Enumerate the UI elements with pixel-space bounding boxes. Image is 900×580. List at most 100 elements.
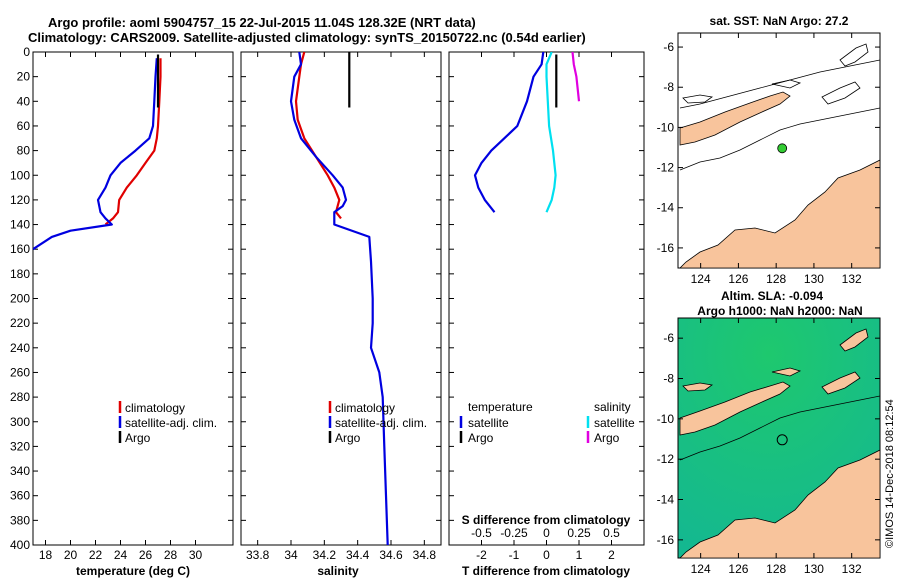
sla-map-geography: [679, 328, 880, 558]
map-y-tick-label: -16: [657, 241, 675, 255]
legend-label-argo: Argo: [335, 431, 361, 445]
salinity-xlabel: salinity: [317, 564, 359, 578]
y-tick-label: 100: [10, 168, 30, 182]
y-tick-label: 160: [10, 242, 30, 256]
series-line-climatology: [104, 58, 162, 226]
x-top-tick-label: -0.25: [500, 526, 528, 540]
australia-landmass: [679, 449, 880, 558]
y-tick-label: 60: [17, 119, 31, 133]
sla-map-ticks: 124 126 128 130 132 -6 -8 -10 -12 -14 -16: [657, 318, 880, 576]
difference-panel: -2 -1 0 1 2 -0.5 -0.25 0 0.25 0.5 T difference fr…: [448, 51, 645, 578]
difference-xlabel: T difference from climatology: [462, 564, 630, 578]
legend-label-temp-argo: Argo: [468, 431, 494, 445]
legend-label-temp-satellite: satellite: [468, 416, 509, 430]
temperature-lines: [33, 54, 162, 251]
map-x-tick-label: 132: [842, 562, 862, 576]
map-y-tick-label: -16: [657, 533, 675, 547]
y-tick-label: 0: [23, 45, 30, 59]
sla-map-title-1: Altim. SLA: -0.094: [721, 289, 823, 303]
map-y-tick-label: -8: [663, 80, 674, 94]
island-north-2: [839, 328, 869, 352]
x-top-tick-label: 0.25: [567, 526, 591, 540]
australia-landmass: [679, 159, 880, 268]
y-tick-label: 20: [17, 70, 31, 84]
x-tick-label: 34.2: [313, 548, 337, 562]
legend-title-temperature: temperature: [468, 400, 533, 414]
x-tick-label: 33.8: [246, 548, 270, 562]
y-tick-label: 40: [17, 94, 31, 108]
map-x-tick-label: 126: [728, 272, 748, 286]
map-x-tick-label: 128: [766, 562, 786, 576]
map-y-tick-label: -10: [657, 120, 675, 134]
series-line-temperature-satellite: [473, 52, 545, 213]
legend-label-satellite: satellite-adj. clim.: [125, 416, 217, 430]
sst-map-title: sat. SST: NaN Argo: 27.2: [710, 14, 849, 28]
x-tick-label: 18: [39, 548, 53, 562]
x-tick-label: 2: [608, 548, 615, 562]
sla-map: Altim. SLA: -0.094 Argo h1000: NaN h2000…: [657, 289, 881, 576]
map-y-tick-label: -8: [663, 372, 674, 386]
y-tick-label: 380: [10, 513, 30, 527]
y-tick-label: 280: [10, 390, 30, 404]
difference-legend-right: salinity satellite Argo: [586, 400, 635, 445]
series-line-satellite-adj-clim-: [289, 52, 389, 545]
sst-map-geography: [679, 43, 880, 268]
y-tick-label: 180: [10, 267, 30, 281]
temperature-x-ticks: 18 20 22 24 26 28 30: [39, 52, 202, 562]
y-tick-label: 400: [10, 538, 30, 552]
legend-label-argo: Argo: [125, 431, 151, 445]
legend-label-satellite: satellite-adj. clim.: [335, 416, 427, 430]
temperature-legend: climatology satellite-adj. clim. Argo: [118, 401, 217, 445]
y-tick-label: 140: [10, 218, 30, 232]
map-y-tick-label: -6: [663, 331, 674, 345]
difference-xlabel-salinity: S difference from climatology: [462, 513, 631, 527]
island-north-1: [821, 371, 861, 395]
legend-label-sal-satellite: satellite: [594, 416, 635, 430]
sla-profile-location-marker: [776, 434, 788, 446]
y-tick-label: 220: [10, 316, 30, 330]
map-x-tick-label: 124: [691, 272, 711, 286]
y-tick-label: 120: [10, 193, 30, 207]
y-tick-label: 260: [10, 365, 30, 379]
legend-label-sal-argo: Argo: [594, 431, 620, 445]
map-x-tick-label: 128: [766, 272, 786, 286]
difference-lines: [473, 52, 581, 213]
series-line-salinity-argo: [571, 52, 581, 102]
island-north-4: [771, 367, 802, 377]
map-x-tick-label: 132: [842, 272, 862, 286]
x-tick-label: 1: [576, 548, 583, 562]
map-x-tick-label: 130: [804, 272, 824, 286]
x-tick-label: 34: [284, 548, 298, 562]
timor-island: [679, 91, 791, 146]
x-tick-label: -2: [476, 548, 487, 562]
legend-title-salinity: salinity: [594, 400, 631, 414]
y-tick-label: 300: [10, 415, 30, 429]
x-tick-label: -1: [509, 548, 520, 562]
temperature-panel: 0 20 40 60 80 100 120 140 160 180 200 220 240 260 280 3…: [10, 45, 234, 578]
temperature-frame: [32, 51, 234, 546]
difference-y-ticks: [449, 51, 644, 546]
x-top-tick-label: -0.5: [471, 526, 492, 540]
header-line1: Argo profile: aoml 5904757_15 22-Jul-201…: [48, 15, 476, 30]
x-tick-label: 20: [64, 548, 78, 562]
difference-legend-left: temperature satellite Argo: [459, 400, 533, 445]
legend-label-climatology: climatology: [335, 401, 395, 415]
map-x-tick-label: 126: [728, 562, 748, 576]
map-x-tick-label: 124: [691, 562, 711, 576]
island-north-3: [682, 94, 714, 104]
timor-island: [679, 381, 791, 436]
bathymetry-contour: [679, 395, 880, 461]
y-tick-label: 360: [10, 489, 30, 503]
x-top-tick-label: 0: [543, 526, 550, 540]
island-north-3: [682, 382, 714, 392]
salinity-y-ticks: [241, 51, 441, 546]
x-tick-label: 24: [114, 548, 128, 562]
x-tick-label: 26: [139, 548, 153, 562]
map-y-tick-label: -6: [663, 40, 674, 54]
sla-map-title-2: Argo h1000: NaN h2000: NaN: [697, 304, 862, 318]
legend-label-climatology: climatology: [125, 401, 185, 415]
temperature-y-ticks: 0 20 40 60 80 100 120 140 160 180 200 220 240 260 280 3…: [10, 45, 233, 552]
sst-map: sat. SST: NaN Argo: 27.2 124 126 128 130 132…: [657, 14, 881, 286]
map-y-tick-label: -14: [657, 493, 675, 507]
x-tick-label: 28: [164, 548, 178, 562]
